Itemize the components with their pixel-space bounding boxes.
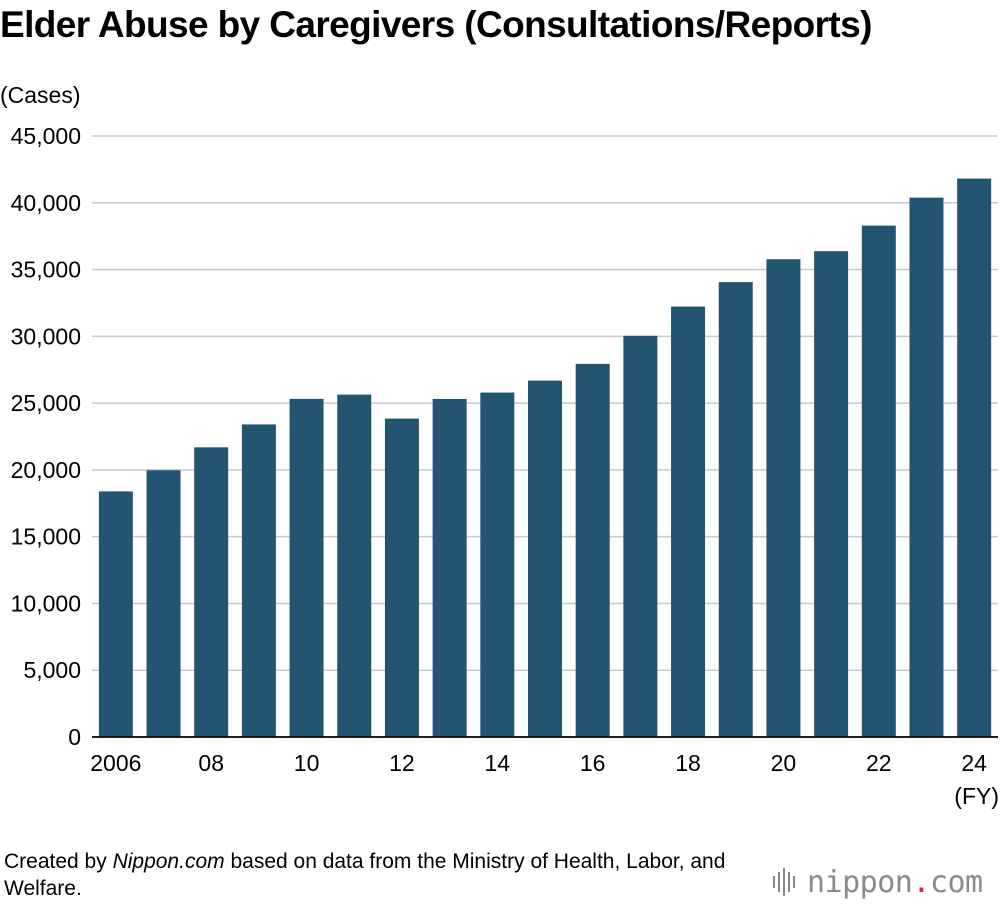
bar-2012 — [384, 418, 419, 737]
logo-wordmark: nippon.com — [807, 864, 983, 900]
source-suffix: based on data from the Ministry of Healt… — [4, 850, 726, 900]
bar-2006 — [98, 491, 133, 737]
y-tick-label: 10,000 — [11, 590, 81, 616]
y-tick-labels: 0 5,000 10,000 15,000 20,000 25,000 30,000 35,0… — [11, 123, 81, 750]
y-tick-label: 5,000 — [23, 657, 81, 683]
bar-2008 — [194, 447, 229, 737]
bar-2016 — [575, 363, 610, 737]
x-tick-label: 16 — [580, 750, 606, 776]
bars — [92, 178, 998, 738]
y-tick-label: 25,000 — [11, 390, 81, 416]
bar-2019 — [718, 282, 753, 737]
source-prefix: Created by — [4, 850, 113, 873]
x-tick-label: 08 — [198, 750, 224, 776]
bar-2017 — [623, 335, 658, 737]
y-tick-label: 20,000 — [11, 457, 81, 483]
x-tick-label: 12 — [389, 750, 415, 776]
logo-bars-icon — [773, 868, 798, 896]
y-tick-label: 40,000 — [11, 190, 81, 216]
x-tick-label: 14 — [485, 750, 511, 776]
bar-2007 — [146, 470, 181, 737]
bar-chart: 0 5,000 10,000 15,000 20,000 25,000 30,000 35,0… — [11, 123, 999, 809]
nippon-logo: nippon.com — [773, 862, 983, 902]
bar-2013 — [432, 398, 467, 737]
x-tick-label: 22 — [866, 750, 892, 776]
bar-2018 — [671, 306, 706, 737]
y-tick-label: 15,000 — [11, 524, 81, 550]
x-tick-label: 24 — [961, 750, 987, 776]
bar-2023 — [909, 197, 944, 737]
x-tick-label: 10 — [294, 750, 320, 776]
bar-2020 — [766, 259, 801, 737]
bar-2011 — [337, 394, 372, 737]
x-tick-label: 18 — [675, 750, 701, 776]
x-tick-labels: 2006 08 10 12 14 16 18 20 22 24 — [90, 750, 987, 776]
y-tick-label: 0 — [68, 724, 81, 750]
bar-2022 — [861, 225, 896, 737]
x-axis-unit-label: (FY) — [954, 783, 999, 809]
x-tick-label: 2006 — [90, 750, 141, 776]
y-tick-label: 45,000 — [11, 123, 81, 149]
y-tick-label: 30,000 — [11, 323, 81, 349]
source-name: Nippon.com — [112, 850, 225, 873]
x-tick-label: 20 — [771, 750, 797, 776]
bar-2014 — [480, 392, 515, 737]
y-tick-label: 35,000 — [11, 257, 81, 283]
chart-title: Elder Abuse by Caregivers (Consultations… — [0, 4, 872, 45]
bar-2021 — [814, 251, 849, 737]
bar-2009 — [241, 424, 276, 737]
bar-2015 — [528, 380, 562, 737]
bar-2010 — [289, 398, 324, 737]
source-note: Created by Nippon.com based on data from… — [4, 848, 764, 902]
bar-2024 — [957, 178, 992, 738]
y-axis-unit-label: (Cases) — [0, 82, 81, 108]
